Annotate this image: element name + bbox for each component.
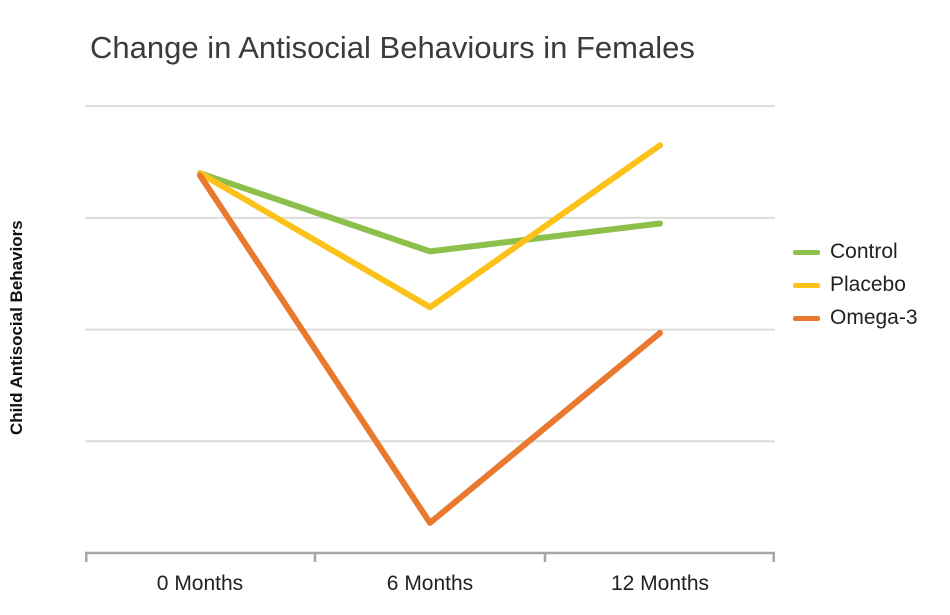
legend-item-placebo: Placebo bbox=[793, 273, 918, 297]
legend-label-omega-3: Omega-3 bbox=[830, 306, 918, 329]
legend-item-control: Control bbox=[793, 240, 918, 264]
series-line-control bbox=[197, 170, 663, 255]
x-tick-label-0-months: 0 Months bbox=[156, 572, 244, 595]
series-line-omega-3 bbox=[197, 172, 663, 526]
x-tick-label-12-months: 12 Months bbox=[610, 572, 710, 595]
x-tick-label-6-months: 6 Months bbox=[386, 572, 474, 595]
legend-swatch-omega-3 bbox=[793, 315, 820, 321]
x-axis: 0 Months 6 Months 12 Months bbox=[85, 572, 775, 602]
legend-item-omega-3: Omega-3 bbox=[793, 306, 918, 330]
line-chart-plot-area bbox=[85, 105, 775, 562]
legend-label-placebo: Placebo bbox=[830, 273, 906, 296]
y-axis-label: Child Antisocial Behaviors bbox=[7, 220, 26, 435]
legend-swatch-placebo bbox=[793, 282, 820, 288]
legend: Control Placebo Omega-3 bbox=[793, 240, 918, 330]
legend-label-control: Control bbox=[830, 240, 898, 263]
legend-swatch-control bbox=[793, 249, 820, 255]
chart-title: Change in Antisocial Behaviours in Femal… bbox=[90, 30, 695, 65]
series-line-placebo bbox=[197, 142, 663, 311]
